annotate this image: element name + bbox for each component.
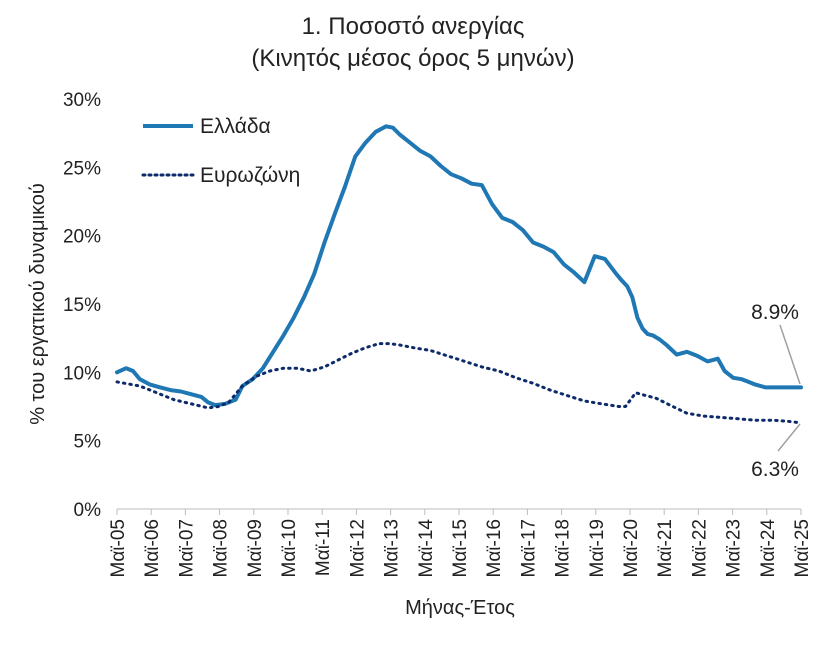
legend-label-greece: Ελλάδα: [200, 115, 271, 138]
x-axis-label: Μήνας-Έτος: [405, 597, 515, 619]
x-tick-label: Μαϊ-20: [621, 519, 642, 578]
x-tick-label: Μαϊ-07: [176, 519, 197, 578]
x-tick-label: Μαϊ-11: [313, 519, 334, 576]
chart-title-line-1: 1. Ποσοστό ανεργίας: [302, 13, 525, 40]
x-tick-label: Μαϊ-12: [347, 519, 368, 578]
y-tick-label: 25%: [63, 158, 101, 179]
x-tick-label: Μαϊ-10: [279, 519, 300, 578]
x-tick-label: Μαϊ-22: [689, 519, 710, 578]
y-axis-ticks: 0% 5% 10% 15% 20% 25% 30%: [63, 90, 101, 521]
x-tick-label: Μαϊ-24: [758, 519, 779, 578]
y-tick-label: 15%: [63, 295, 101, 316]
x-tick-label: Μαϊ-16: [484, 519, 505, 578]
x-tick-label: Μαϊ-05: [108, 519, 129, 578]
x-tick-label: Μαϊ-14: [416, 519, 437, 578]
series-layer: [115, 124, 803, 425]
greece-end-label: 8.9%: [751, 301, 799, 324]
eurozone-end-leader: [777, 423, 801, 452]
y-tick-label: 20%: [63, 227, 101, 248]
eurozone-end-label: 6.3%: [751, 458, 799, 481]
chart-title: 1. Ποσοστό ανεργίας (Κινητός μέσος όρος …: [251, 13, 574, 72]
x-tick-label: Μαϊ-13: [382, 519, 403, 578]
x-tick-label: Μαϊ-15: [450, 519, 471, 578]
x-tick-label: Μαϊ-06: [142, 519, 163, 578]
chart-title-line-2: (Κινητός μέσος όρος 5 μηνών): [251, 45, 574, 72]
x-tick-label: Μαϊ-08: [211, 519, 232, 578]
y-tick-label: 5%: [74, 432, 102, 453]
legend-label-eurozone: Ευρωζώνη: [200, 164, 300, 187]
x-tick-label: Μαϊ-19: [587, 519, 608, 578]
y-axis-label: % του εργατικού δυναμικού: [27, 183, 49, 425]
x-tick-label: Μαϊ-09: [245, 519, 266, 578]
x-tick-label: Μαϊ-25: [792, 519, 813, 578]
greece-end-leader: [779, 324, 801, 385]
x-tick-label: Μαϊ-18: [553, 519, 574, 578]
y-tick-label: 0%: [74, 500, 102, 521]
x-tick-label: Μαϊ-17: [518, 519, 539, 578]
x-axis-ticks: Μαϊ-05 Μαϊ-06 Μαϊ-07 Μαϊ-08 Μαϊ-09 Μαϊ-10 Μαϊ-…: [108, 509, 813, 578]
y-tick-label: 10%: [63, 363, 101, 384]
legend: Ελλάδα Ευρωζώνη: [141, 115, 300, 187]
x-tick-label: Μαϊ-21: [655, 519, 676, 578]
x-tick-label: Μαϊ-23: [724, 519, 745, 578]
y-tick-label: 30%: [63, 90, 101, 111]
series-line-eurozone: [115, 342, 803, 425]
end-annotations: 8.9% 6.3%: [751, 301, 801, 481]
